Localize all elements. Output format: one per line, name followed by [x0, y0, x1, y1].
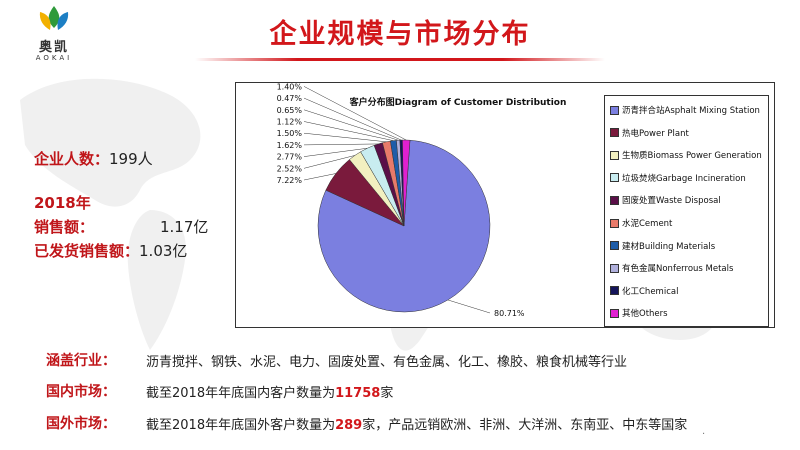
legend-label: 垃圾焚烧Garbage Incineration: [622, 173, 746, 184]
pie-leader-line: [447, 299, 491, 314]
legend-swatch: [610, 173, 619, 183]
page-title: 企业规模与市场分布: [269, 19, 531, 50]
legend-swatch: [610, 128, 619, 138]
logo-mark-icon: [39, 6, 69, 30]
pie-leader-line: [303, 121, 394, 141]
pie-data-label: 0.65%: [277, 106, 303, 115]
shipped-sales-stat: 已发货销售额：1.03亿: [34, 240, 187, 261]
legend-swatch: [610, 263, 619, 273]
overseas-prefix: 截至2018年年底国外客户数量为: [146, 418, 336, 433]
pie-leader-line: [303, 109, 399, 141]
footer-mark: .: [702, 426, 706, 437]
industries-text: 沥青搅拌、钢铁、水泥、电力、固废处置、有色金属、化工、橡胶、粮食机械等行业: [146, 355, 628, 370]
pie-chart: 客户分布图Diagram of Customer Distribution 80…: [277, 82, 567, 318]
legend-swatch: [610, 105, 619, 115]
pie-data-label: 1.12%: [277, 118, 303, 127]
employees-label: 企业人数：: [34, 150, 110, 168]
pie-data-label: 1.62%: [277, 141, 303, 150]
pie-leader-line: [303, 173, 336, 181]
pie-leader-line: [303, 132, 387, 143]
shipped-label: 已发货销售额：: [34, 242, 140, 260]
pie-data-label: 2.77%: [277, 153, 303, 162]
industries-label: 涵盖行业：: [46, 353, 116, 369]
legend-label: 建材Building Materials: [622, 241, 716, 252]
legend-entry: 有色金属Nonferrous Metals: [610, 262, 733, 274]
pie-leader-line: [303, 86, 407, 141]
legend-entry: 垃圾焚烧Garbage Incineration: [610, 172, 746, 184]
domestic-suffix: 家: [380, 386, 394, 401]
sales-stat: 销售额： 1.17亿: [34, 216, 208, 237]
logo-subtitle: AOKAI: [35, 54, 73, 62]
legend-swatch: [610, 241, 619, 251]
domestic-count: 11758: [335, 386, 381, 401]
legend-entry: 化工Chemical: [610, 285, 678, 297]
legend-entry: 固废处置Waste Disposal: [610, 194, 721, 206]
domestic-market-label: 国内市场：: [46, 384, 116, 400]
pie-data-label: 2.52%: [277, 164, 303, 173]
chart-title: 客户分布图Diagram of Customer Distribution: [349, 96, 567, 108]
pie-data-label: 0.47%: [277, 94, 303, 103]
shipped-value: 1.03亿: [139, 242, 188, 260]
pie-leader-line: [303, 97, 402, 141]
pie-leader-line: [303, 143, 379, 146]
pie-data-label: 1.40%: [277, 83, 303, 91]
legend-label: 有色金属Nonferrous Metals: [622, 264, 734, 275]
title-underline: [195, 58, 605, 61]
legend-entry: 沥青拌合站Asphalt Mixing Station: [610, 104, 760, 116]
logo-name: 奥凯: [38, 40, 69, 55]
legend-label: 沥青拌合站Asphalt Mixing Station: [622, 106, 760, 116]
domestic-prefix: 截至2018年年底国内客户数量为: [146, 386, 336, 401]
legend-label: 热电Power Plant: [622, 128, 689, 139]
legend-swatch: [610, 308, 619, 318]
legend-entry: 热电Power Plant: [610, 127, 689, 139]
legend-label: 水泥Cement: [622, 219, 673, 229]
legend-label: 生物质Biomass Power Generation: [622, 151, 762, 162]
sales-value: 1.17亿: [160, 218, 209, 236]
overseas-suffix: 家，产品远销欧洲、非洲、大洋洲、东南亚、中东等国家: [362, 418, 688, 433]
legend-swatch: [610, 286, 619, 296]
legend-label: 其他Others: [622, 309, 668, 320]
legend-swatch: [610, 218, 619, 228]
pie-data-label: 80.71%: [494, 309, 525, 318]
legend-entry: 建材Building Materials: [610, 240, 715, 252]
legend-entry: 生物质Biomass Power Generation: [610, 149, 762, 161]
pie-data-label: 7.22%: [277, 176, 303, 185]
legend-label: 固废处置Waste Disposal: [622, 196, 721, 207]
pie-data-label: 1.50%: [277, 129, 303, 138]
pie-slice: [402, 139, 411, 227]
pie-leader-line: [303, 155, 355, 169]
sales-label: 销售额：: [34, 218, 95, 236]
pie-leader-line: [303, 148, 368, 157]
year-label: 2018年: [34, 194, 91, 212]
employees-value: 199人: [109, 150, 153, 168]
chart-legend: 沥青拌合站Asphalt Mixing Station 热电Power Plant…: [604, 95, 769, 327]
company-logo: 奥凯 AOKAI: [22, 4, 86, 62]
legend-swatch: [610, 195, 619, 205]
legend-swatch: [610, 150, 619, 160]
legend-entry: 其他Others: [610, 307, 668, 319]
overseas-count: 289: [335, 418, 363, 433]
legend-label: 化工Chemical: [622, 286, 679, 297]
overseas-market-label: 国外市场：: [46, 416, 116, 432]
overseas-market-text: 截至2018年年底国外客户数量为289家，产品远销欧洲、非洲、大洋洲、东南亚、中…: [146, 414, 687, 433]
domestic-market-text: 截至2018年年底国内客户数量为11758家: [146, 382, 393, 401]
employees-stat: 企业人数：199人: [34, 148, 153, 169]
legend-entry: 水泥Cement: [610, 217, 672, 229]
